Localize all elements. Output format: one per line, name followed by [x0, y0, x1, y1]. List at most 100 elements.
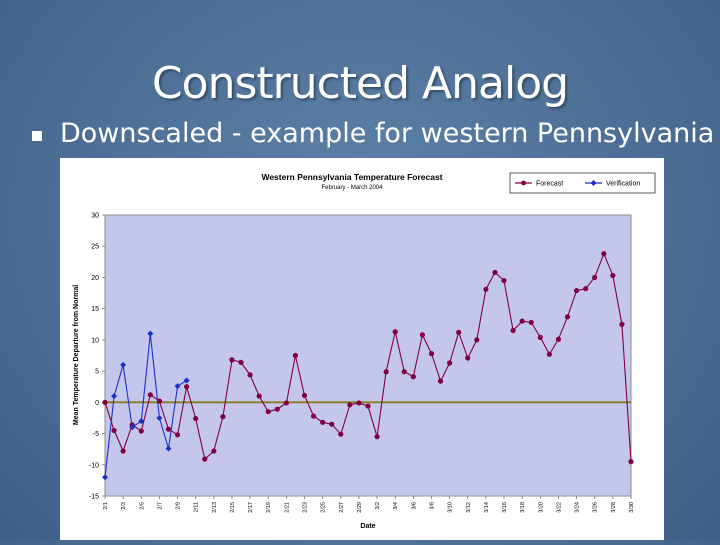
forecast-point	[102, 399, 108, 405]
y-tick-label: 30	[91, 213, 99, 220]
chart-subtitle: February - March 2004	[321, 185, 383, 191]
x-tick-label: 2/5	[139, 502, 145, 510]
forecast-point	[347, 402, 353, 408]
verification-point	[165, 445, 172, 452]
forecast-point	[628, 459, 634, 465]
x-tick-label: 2/25	[321, 502, 327, 513]
legend-verification-label: Verification	[606, 181, 640, 188]
forecast-point	[374, 434, 380, 440]
y-tick-label: 15	[91, 306, 99, 313]
forecast-point	[401, 369, 407, 375]
forecast-point	[165, 426, 172, 432]
forecast-point	[247, 372, 253, 378]
verification-point	[102, 474, 108, 481]
forecast-point	[356, 400, 362, 406]
x-tick-label: 3/22	[556, 502, 562, 513]
x-tick-label: 3/28	[611, 502, 617, 513]
legend-verification-marker	[590, 180, 597, 186]
x-axis-ticks: 2/1 2/3 2/5 2/7 2/9 2/11 2/13 2/15 2/17 2/19 2/21 2…	[103, 496, 635, 513]
y-tick-label: -15	[89, 494, 99, 501]
x-tick-label: 2/15	[230, 502, 236, 513]
forecast-point	[564, 314, 571, 320]
forecast-point	[447, 360, 453, 366]
forecast-point	[120, 448, 126, 454]
forecast-point	[483, 286, 489, 292]
x-tick-label: 3/8	[429, 502, 435, 510]
plot-area	[104, 214, 632, 497]
x-tick-label: 2/11	[194, 502, 200, 512]
x-tick-label: 3/6	[411, 502, 417, 510]
forecast-point	[338, 431, 344, 437]
forecast-point	[465, 355, 471, 361]
forecast-point	[573, 287, 580, 294]
chart-container: Western Pennsylvania Temperature Forecas…	[60, 158, 664, 540]
forecast-point	[528, 319, 534, 326]
x-tick-label: 2/27	[339, 502, 345, 513]
x-tick-label: 3/18	[520, 502, 526, 513]
forecast-point	[592, 274, 598, 281]
x-tick-label: 3/10	[448, 502, 454, 513]
x-tick-label: 3/2	[375, 502, 381, 510]
y-tick-label: 25	[91, 244, 99, 251]
x-tick-label: 3/24	[575, 502, 581, 513]
x-tick-label: 3/14	[484, 502, 490, 513]
forecast-point	[419, 332, 426, 338]
x-tick-label: 3/4	[393, 502, 399, 510]
legend: Forecast Verification	[509, 172, 656, 194]
y-tick-label: 5	[95, 369, 99, 376]
x-tick-label: 2/7	[157, 502, 163, 510]
forecast-point	[147, 392, 153, 398]
forecast-point	[583, 286, 589, 292]
forecast-point	[555, 336, 562, 342]
forecast-point	[292, 352, 299, 359]
x-tick-label: 2/1	[103, 502, 109, 510]
x-tick-label: 2/13	[212, 502, 218, 513]
verification-point	[129, 424, 136, 431]
forecast-point	[138, 428, 144, 434]
chart-title: Western Pennsylvania Temperature Forecas…	[261, 172, 442, 182]
forecast-point	[519, 318, 525, 324]
verification-point	[174, 383, 181, 390]
x-tick-label: 3/30	[629, 502, 635, 513]
x-tick-label: 3/26	[593, 502, 599, 513]
x-tick-label: 3/12	[466, 502, 472, 513]
forecast-point	[365, 403, 371, 409]
y-axis-ticks: 30 25 20 15 10 5 0 -5 -10 -15	[89, 213, 105, 501]
y-tick-label: -5	[93, 431, 99, 438]
forecast-point	[610, 272, 616, 279]
forecast-point	[601, 251, 607, 257]
forecast-point	[202, 456, 208, 462]
forecast-point	[510, 327, 516, 334]
forecast-point	[320, 419, 326, 425]
forecast-point	[283, 400, 289, 406]
forecast-point	[456, 329, 462, 335]
verification-point	[111, 393, 118, 400]
verification-point	[147, 330, 154, 337]
forecast-point	[193, 415, 199, 422]
verification-point	[156, 414, 163, 421]
forecast-point	[474, 337, 480, 343]
x-tick-label: 3/16	[502, 502, 508, 513]
forecast-point	[492, 269, 498, 276]
bullet-square-icon	[32, 131, 42, 141]
x-tick-label: 3/20	[538, 502, 544, 513]
forecast-point	[256, 393, 262, 399]
temperature-chart: Western Pennsylvania Temperature Forecas…	[60, 158, 664, 540]
forecast-point	[383, 369, 389, 375]
verification-point	[183, 377, 190, 384]
forecast-point	[310, 413, 317, 419]
forecast-point	[174, 432, 181, 438]
y-axis-label: Mean Temperature Departure from Normal	[73, 285, 80, 425]
verification-point	[138, 418, 145, 425]
forecast-point	[537, 334, 543, 340]
forecast-point	[329, 421, 335, 427]
x-tick-label: 2/17	[248, 502, 254, 513]
forecast-point	[265, 409, 271, 415]
x-tick-label: 2/29	[357, 502, 363, 513]
forecast-point	[238, 359, 244, 365]
forecast-point	[211, 448, 217, 454]
legend-forecast-label: Forecast	[536, 181, 563, 188]
forecast-point	[410, 374, 416, 380]
x-axis-label: Date	[360, 523, 375, 530]
x-tick-label: 2/19	[266, 502, 272, 513]
